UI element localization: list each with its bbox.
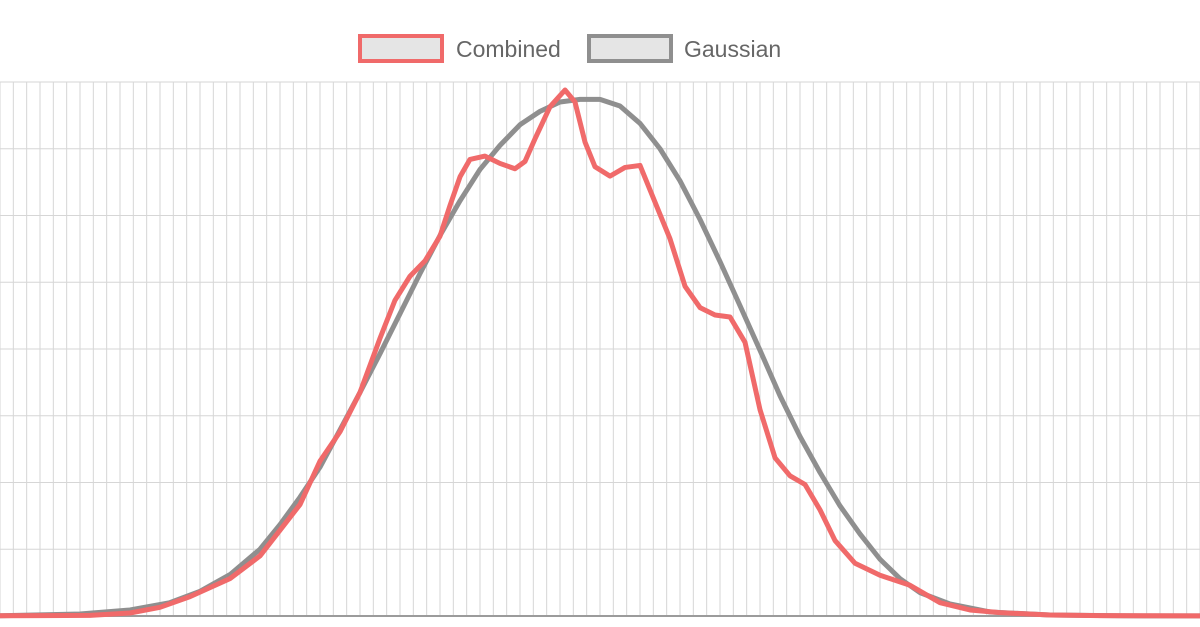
legend-swatch-combined — [358, 34, 444, 63]
legend-item-combined[interactable]: Combined — [358, 34, 561, 63]
legend-swatch-gaussian — [587, 34, 673, 63]
series-line-combined — [0, 87, 1200, 619]
chart-series — [0, 87, 1200, 619]
chart-grid — [0, 81, 1200, 617]
legend-label-gaussian: Gaussian — [684, 36, 781, 62]
legend-item-gaussian[interactable]: Gaussian — [587, 34, 781, 63]
series-line-gaussian — [0, 96, 1200, 619]
legend-label-combined: Combined — [456, 36, 561, 62]
legend: Combined Gaussian — [358, 34, 781, 63]
